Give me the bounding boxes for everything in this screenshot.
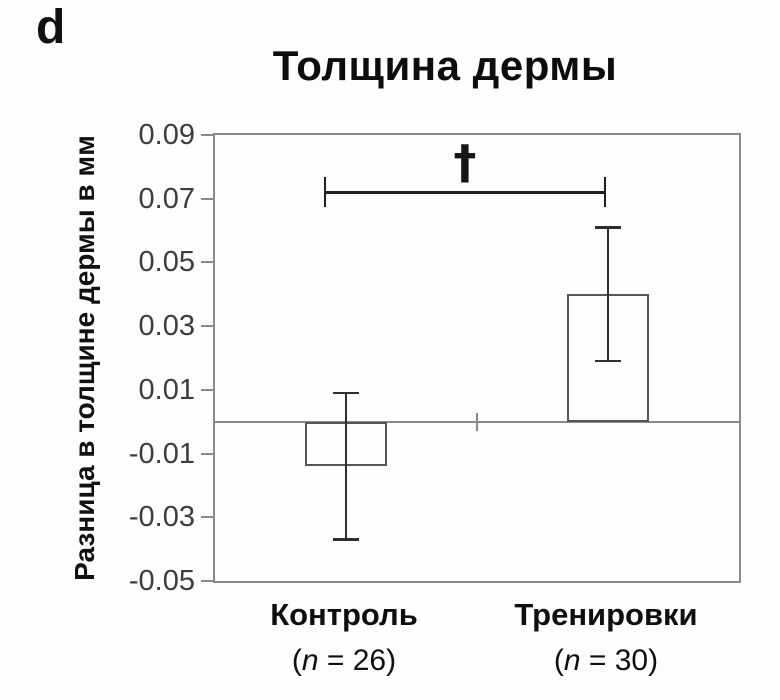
significance-bracket-cap-right	[603, 177, 607, 208]
panel-letter: d	[36, 1, 66, 54]
x-sample-size-control: (n = 26)	[292, 644, 396, 678]
sublabel-open: (	[291, 644, 302, 677]
chart-title: Толщина дермы	[272, 42, 618, 89]
y-tick-label: -0.05	[128, 565, 195, 597]
y-tick-label: 0.05	[138, 246, 195, 279]
y-axis-tick	[201, 452, 213, 455]
y-axis-tick	[201, 261, 213, 264]
error-cap-top-control	[333, 391, 359, 395]
significance-bracket-cap-left	[323, 177, 327, 208]
dagger-icon: †	[453, 135, 477, 190]
y-tick-label: 0.07	[138, 182, 195, 215]
y-axis-tick	[201, 516, 213, 519]
y-axis-tick	[201, 580, 213, 582]
y-axis-tick	[201, 388, 213, 391]
error-bar-control	[344, 393, 348, 540]
sublabel-n-variable: n	[563, 644, 581, 677]
y-tick-label: 0.09	[138, 119, 195, 151]
y-axis-tick	[201, 325, 213, 328]
sublabel-value: = 26)	[318, 644, 397, 677]
x-axis-tick	[476, 412, 478, 431]
error-bar-training	[606, 227, 610, 362]
error-cap-bottom-control	[333, 538, 359, 541]
y-axis-tick	[201, 134, 213, 136]
sublabel-n-variable: n	[301, 644, 319, 677]
x-category-label-control: Контроль	[270, 597, 418, 632]
x-sample-size-training: (n = 30)	[554, 644, 658, 678]
y-axis-tick	[201, 197, 213, 200]
y-tick-label: -0.03	[128, 501, 195, 534]
x-category-label-training: Тренировки	[514, 597, 698, 632]
error-cap-bottom-training	[595, 359, 621, 363]
error-cap-top-training	[595, 226, 621, 229]
plot-area: 0.09 0.07 0.05 0.03 0.01 -0.01 -0.03 -0.05 †	[129, 119, 741, 597]
y-tick-label: 0.01	[138, 373, 195, 406]
y-tick-label: 0.03	[138, 310, 195, 343]
y-tick-label: -0.01	[128, 437, 195, 470]
sublabel-value: = 30)	[580, 644, 659, 677]
significance-bracket-line	[325, 191, 605, 194]
sublabel-open: (	[553, 644, 564, 677]
